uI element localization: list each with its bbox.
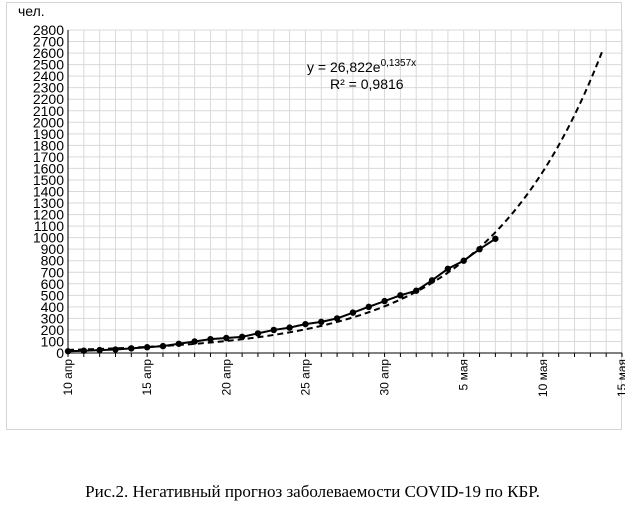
x-tick-label: 15 апр bbox=[140, 359, 154, 396]
y-tick-label: 1800 bbox=[33, 137, 64, 153]
axes bbox=[67, 30, 623, 357]
series-line bbox=[67, 237, 496, 353]
data-point bbox=[349, 309, 357, 316]
y-tick-label: 2300 bbox=[33, 80, 64, 96]
data-point bbox=[476, 245, 483, 253]
data-point bbox=[191, 338, 198, 345]
data-point bbox=[175, 340, 182, 347]
y-tick-label: 1500 bbox=[33, 172, 64, 188]
x-tick-label: 10 мая bbox=[536, 359, 550, 397]
y-tick-labels: 0100200300400500600700800900100011001200… bbox=[33, 22, 64, 361]
data-point bbox=[397, 292, 404, 299]
data-point bbox=[238, 333, 246, 341]
data-point bbox=[96, 346, 103, 354]
data-point bbox=[64, 348, 72, 355]
data-point bbox=[333, 315, 341, 322]
x-tick-label: 5 мая bbox=[457, 359, 471, 390]
x-tick-label: 15 мая bbox=[615, 359, 625, 397]
data-point bbox=[302, 320, 309, 328]
y-tick-label: 1700 bbox=[33, 149, 64, 165]
y-tick-label: 1100 bbox=[34, 218, 64, 234]
y-axis-unit-label: чел. bbox=[18, 3, 45, 19]
y-tick-label: 800 bbox=[41, 253, 65, 269]
y-tick-label: 0 bbox=[56, 345, 64, 361]
gridlines bbox=[68, 29, 623, 353]
y-tick-label: 900 bbox=[41, 241, 65, 257]
data-point bbox=[492, 235, 499, 242]
x-tick-label: 25 апр bbox=[298, 359, 312, 396]
y-tick-label: 2500 bbox=[33, 57, 64, 73]
x-tick-labels: 10 апр 15 апр 20 апр 25 апр 30 апр 5 мая 10 ма… bbox=[61, 359, 625, 397]
y-tick-label: 1400 bbox=[33, 184, 64, 200]
y-tick-label: 500 bbox=[41, 287, 65, 303]
data-point bbox=[80, 347, 88, 354]
y-tick-label: 300 bbox=[41, 310, 65, 326]
y-tick-label: 2700 bbox=[33, 34, 64, 50]
x-tick-label: 20 апр bbox=[219, 359, 233, 396]
y-tick-label: 600 bbox=[41, 276, 65, 292]
chart: 0100200300400500600700800900100011001200… bbox=[18, 3, 625, 397]
data-point bbox=[159, 342, 167, 350]
data-point bbox=[428, 277, 436, 284]
y-tick-label: 2100 bbox=[33, 103, 64, 119]
data-point bbox=[365, 303, 372, 311]
series-markers bbox=[64, 235, 499, 355]
y-tick-label: 2000 bbox=[33, 114, 64, 130]
trendline-exponential bbox=[67, 48, 604, 351]
y-tick-label: 1600 bbox=[33, 160, 64, 176]
trend-equation-base: y = 26,822e bbox=[307, 59, 381, 75]
x-tick-label: 30 апр bbox=[378, 359, 392, 396]
data-point bbox=[254, 330, 262, 337]
data-point bbox=[143, 344, 151, 351]
data-point bbox=[381, 297, 388, 305]
figure-caption: Рис.2. Негативный прогноз заболеваемости… bbox=[85, 482, 540, 501]
trend-equation: y = 26,822e0,1357x bbox=[307, 58, 416, 75]
data-point bbox=[112, 346, 119, 353]
data-point bbox=[444, 265, 452, 272]
y-tick-label: 2400 bbox=[33, 68, 64, 84]
trend-r-squared: R² = 0,9816 bbox=[330, 76, 404, 92]
data-point bbox=[128, 345, 135, 352]
data-point bbox=[223, 334, 230, 342]
data-point bbox=[413, 287, 420, 294]
data-point bbox=[286, 324, 293, 331]
data-point bbox=[207, 335, 214, 343]
data-point bbox=[270, 326, 277, 334]
y-tick-label: 400 bbox=[41, 299, 65, 315]
y-tick-label: 1200 bbox=[33, 207, 64, 223]
y-tick-label: 2800 bbox=[33, 22, 64, 38]
y-tick-label: 1900 bbox=[33, 126, 64, 142]
y-tick-label: 200 bbox=[41, 322, 65, 338]
trend-equation-exponent: 0,1357x bbox=[381, 58, 417, 69]
y-tick-label: 1300 bbox=[33, 195, 64, 211]
y-tick-label: 2600 bbox=[33, 45, 64, 61]
y-tick-label: 700 bbox=[41, 264, 65, 280]
data-point bbox=[460, 257, 467, 264]
data-point bbox=[318, 318, 325, 326]
y-tick-label: 2200 bbox=[33, 91, 64, 107]
y-tick-label: 100 bbox=[41, 333, 65, 349]
y-tick-label: 1000 bbox=[33, 230, 64, 246]
x-tick-label: 10 апр bbox=[61, 359, 75, 396]
